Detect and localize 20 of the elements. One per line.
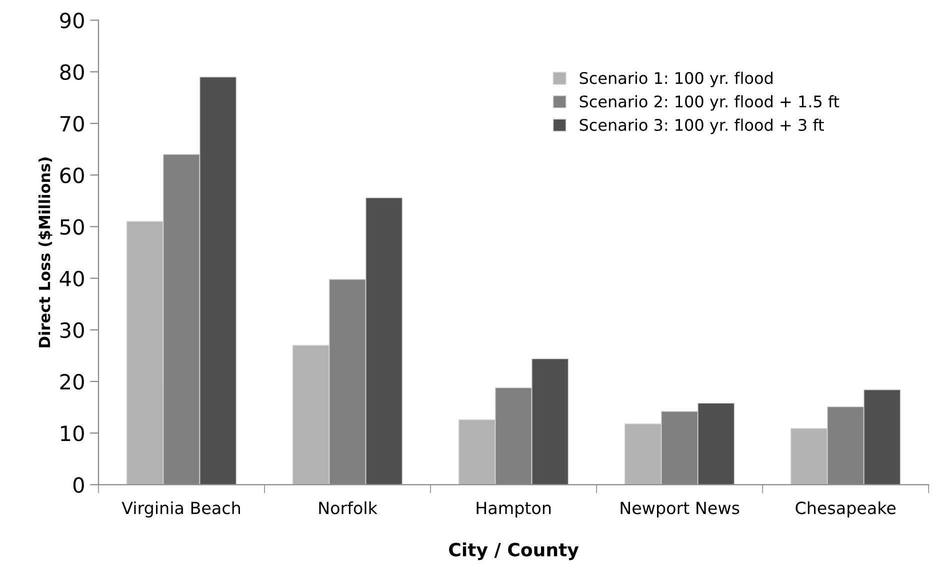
y-tick-label: 10 (61, 426, 84, 442)
y-tick-label: 20 (60, 374, 84, 390)
y-tick-label: 30 (60, 322, 84, 338)
x-tick-label: Virginia Beach (122, 501, 240, 518)
x-axis-title: City / County (449, 542, 579, 560)
y-axis-title: Direct Loss ($Millions) (38, 158, 52, 348)
x-tick-label: Chesapeake (796, 501, 896, 518)
x-tick-label: Newport News (620, 502, 740, 518)
y-tick-label: 50 (60, 219, 84, 235)
y-tick-label: 70 (60, 116, 84, 132)
y-tick-label: 80 (60, 64, 84, 80)
legend-label: Scenario 3: 100 yr. flood + 3 ft (580, 118, 824, 134)
x-tick-label: Hampton (476, 502, 551, 518)
y-tick-label: 0 (73, 477, 84, 493)
y-tick-label: 90 (60, 12, 84, 28)
y-tick-label: 40 (60, 270, 84, 286)
x-tick-label: Norfolk (319, 501, 378, 514)
y-tick-label: 60 (60, 167, 84, 184)
legend-label: Scenario 1: 100 yr. flood (580, 72, 772, 88)
legend-label: Scenario 2: 100 yr. flood + 1.5 ft (580, 95, 840, 111)
